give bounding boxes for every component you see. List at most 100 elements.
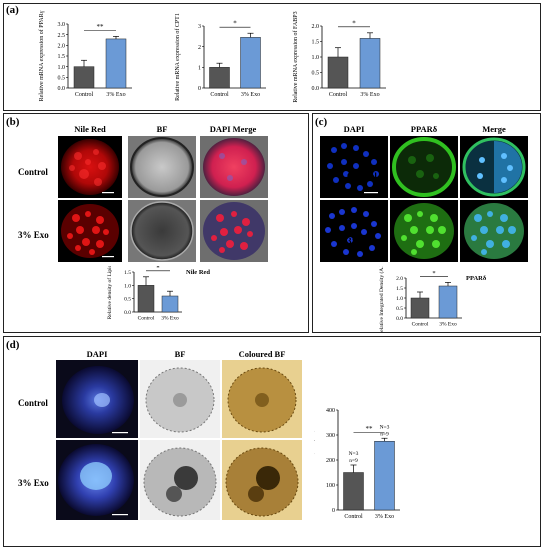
x-tick-label: Control [344, 514, 363, 520]
y-axis-label: Relative Integrated Density (A.U) [378, 266, 385, 332]
significance-marker: * [432, 270, 435, 277]
y-tick-label: 2.0 [312, 24, 320, 30]
y-tick-label: 1.0 [58, 65, 66, 71]
y-tick-label: 1.0 [312, 55, 320, 61]
y-tick-label: 2 [198, 45, 201, 51]
panel-c-col-dapi: DAPI [343, 124, 365, 134]
bar-note: N=3 [349, 451, 359, 457]
image-c-ppar-exo [390, 200, 458, 262]
bar-note: n=9 [380, 431, 389, 437]
image-d-bf-exo [140, 440, 220, 520]
image-dapi-merge-exo [200, 200, 268, 262]
panel-d-col-dapi: DAPI [86, 349, 108, 359]
panel-b-label: (b) [6, 116, 20, 128]
y-tick-label: 1.0 [396, 296, 403, 302]
panel-d-frame [3, 336, 541, 547]
panel-c-frame [312, 113, 541, 333]
bar-note: n=9 [349, 458, 358, 464]
bar-control [343, 472, 364, 511]
x-tick-label: Control [412, 322, 429, 328]
y-tick-label: 0.5 [124, 297, 131, 303]
y-tick-label: 1.5 [396, 286, 403, 292]
panel-b-col-nile-red: Nile Red [74, 124, 106, 134]
y-axis-label: Relative mRNA expression of CPT1 [174, 13, 181, 101]
y-tick-label: 0 [198, 86, 201, 92]
image-d-coloured-bf-control [222, 360, 302, 438]
chart-title: PPARδ [466, 275, 487, 282]
image-c-merge-control [460, 136, 528, 198]
y-tick-label: 0.0 [58, 86, 66, 92]
panel-d-label: (d) [6, 339, 20, 351]
x-tick-label: 3% Exo [360, 92, 379, 98]
panel-c-col-ppar-delta: PPARδ [410, 124, 438, 134]
panel-b-col-dapi-merge: DAPI Merge [209, 124, 257, 134]
y-tick-label: 1.5 [124, 270, 131, 276]
y-tick-label: 300 [326, 433, 335, 439]
image-d-coloured-bf-exo [222, 440, 302, 520]
bar-3-exo [438, 285, 458, 319]
chart-a1-ppargamma: 0.0 0.5 1.0 1.5 2.0 2.5 3.0 Relative mRNA expre… [38, 10, 132, 101]
y-tick-label: 2.0 [58, 43, 66, 49]
bar-3-exo [161, 295, 179, 313]
image-c-merge-exo [460, 200, 528, 262]
chart-b-nile-red: 0.0 0.5 1.0 1.5 Relative density of Lipid Con… [106, 266, 210, 322]
significance-marker: ** [97, 23, 105, 31]
x-tick-label: 3% Exo [439, 322, 457, 328]
chart-c-ppar-delta: 0.0 0.5 1.0 1.5 2.0 Relative Integrated Densi… [378, 266, 487, 332]
image-bf-exo [128, 200, 196, 262]
bar-3-exo [240, 37, 261, 89]
y-axis-label: Invasion Area (X10³μm²) [314, 430, 315, 491]
x-tick-label: Control [138, 316, 155, 322]
y-tick-label: 3.0 [58, 22, 66, 28]
panel-d-col-bf: BF [174, 349, 186, 359]
y-tick-label: 1 [198, 65, 201, 71]
y-axis-label: Relative mRNA expression of PPARγ [38, 10, 45, 101]
x-tick-label: 3% Exo [106, 92, 125, 98]
image-nile-red-exo [58, 200, 122, 262]
significance-marker: * [156, 266, 159, 271]
image-c-dapi-control [320, 136, 388, 198]
chart-a3-fabp3: 0.0 0.5 1.0 1.5 2.0 Relative mRNA expression … [292, 11, 386, 103]
panel-c-col-merge: Merge [482, 124, 506, 134]
panel-d-row-exo: 3% Exo [18, 478, 49, 488]
panel-c-label: (c) [315, 116, 328, 128]
bar-control [137, 285, 155, 313]
y-tick-label: 1.5 [312, 40, 320, 46]
bar-3-exo [105, 38, 127, 89]
y-tick-label: 2.5 [58, 33, 66, 39]
y-tick-label: 400 [326, 408, 335, 414]
image-d-dapi-control [56, 360, 138, 438]
image-c-ppar-control [390, 136, 458, 198]
significance-marker: ** [366, 425, 374, 433]
panel-b-row-exo: 3% Exo [18, 230, 49, 240]
x-tick-label: Control [210, 92, 229, 98]
image-nile-red-control [58, 136, 122, 198]
y-tick-label: 1.5 [58, 54, 66, 60]
x-tick-label: Control [75, 92, 94, 98]
y-tick-label: 0.5 [312, 71, 320, 77]
x-tick-label: 3% Exo [161, 316, 179, 322]
chart-a2-cpt1: 0 1 2 3 Relative mRNA expression of CPT1 Cont… [174, 13, 266, 101]
chart-d-invasion-area: 0 100 200 300 400 Invasion Area (X10³μm²) Cont… [314, 408, 400, 520]
bar-control [209, 67, 230, 89]
y-tick-label: 2.0 [396, 276, 403, 282]
y-tick-label: 3 [198, 24, 201, 30]
image-dapi-merge-control [200, 136, 268, 198]
panel-a-frame [3, 3, 541, 111]
image-bf-control [128, 136, 196, 198]
chart-title: Nile Red [186, 269, 210, 276]
bar-3-exo [374, 441, 395, 511]
panel-b-col-bf: BF [156, 124, 168, 134]
y-tick-label: 0.5 [396, 306, 403, 312]
bar-control [410, 297, 430, 319]
bar-control [327, 56, 349, 89]
significance-marker: * [233, 20, 237, 28]
y-tick-label: 0.0 [312, 86, 320, 92]
y-tick-label: 100 [326, 483, 335, 489]
image-d-bf-control [140, 360, 220, 438]
panel-c-row-exo: 3% Exo [347, 236, 378, 246]
image-d-dapi-exo [56, 440, 138, 520]
panel-c-row-control: Control [347, 171, 377, 181]
bar-note: N=3 [380, 424, 390, 430]
y-axis-label: Relative density of Lipid [106, 266, 113, 319]
